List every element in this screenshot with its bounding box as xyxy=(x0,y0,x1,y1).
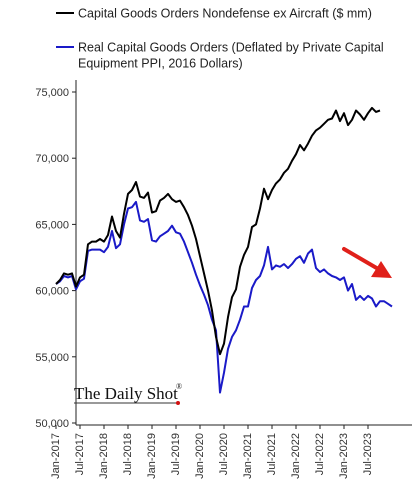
x-tick-label: Jul-2021 xyxy=(266,433,278,475)
y-tick-label: 65,000 xyxy=(35,219,69,231)
y-tick-label: 55,000 xyxy=(35,352,69,364)
legend-label-series-1: Capital Goods Orders Nondefense ex Aircr… xyxy=(78,7,372,21)
x-tick-label: Jul-2017 xyxy=(74,433,86,475)
y-tick-label: 70,000 xyxy=(35,153,69,165)
watermark: The Daily Shot ® xyxy=(74,382,182,405)
watermark-mark: ® xyxy=(176,382,182,391)
x-tick-label: Jul-2019 xyxy=(170,433,182,475)
y-tick-label: 60,000 xyxy=(35,286,69,298)
legend-label-series-2-line-2: Equipment PPI, 2016 Dollars) xyxy=(78,57,243,71)
watermark-dot xyxy=(176,401,180,405)
x-tick-label: Jul-2020 xyxy=(218,433,230,475)
x-tick-label: Jan-2023 xyxy=(338,433,350,479)
x-axis-ticks: Jan-2017 Jul-2017 Jan-2018 Jul-2018 Jan-2019… xyxy=(50,425,374,479)
trend-arrow-shaft xyxy=(342,247,382,272)
watermark-text: The Daily Shot xyxy=(74,384,178,403)
x-tick-label: Jul-2018 xyxy=(122,433,134,475)
series-lines xyxy=(55,106,393,394)
series-line-2 xyxy=(55,200,393,394)
y-tick-label: 50,000 xyxy=(35,418,69,430)
trend-arrow-head xyxy=(371,261,392,278)
legend: Capital Goods Orders Nondefense ex Aircr… xyxy=(56,7,384,71)
x-tick-label: Jan-2021 xyxy=(242,433,254,479)
plot-area: 50,000 55,000 60,000 65,000 70,000 75,000 Jan… xyxy=(35,80,412,479)
x-tick-label: Jan-2018 xyxy=(98,433,110,479)
x-tick-label: Jan-2017 xyxy=(50,433,62,479)
x-tick-label: Jan-2022 xyxy=(290,433,302,479)
x-tick-label: Jul-2022 xyxy=(314,433,326,475)
legend-label-series-2-line-1: Real Capital Goods Orders (Deflated by P… xyxy=(78,41,384,55)
y-axis-ticks: 50,000 55,000 60,000 65,000 70,000 75,000 xyxy=(35,87,76,430)
series-line-1 xyxy=(55,106,381,356)
y-tick-label: 75,000 xyxy=(35,87,69,99)
x-tick-label: Jan-2019 xyxy=(146,433,158,479)
x-tick-label: Jan-2020 xyxy=(194,433,206,479)
x-tick-label: Jul-2023 xyxy=(362,433,374,475)
trend-arrow xyxy=(342,247,392,278)
